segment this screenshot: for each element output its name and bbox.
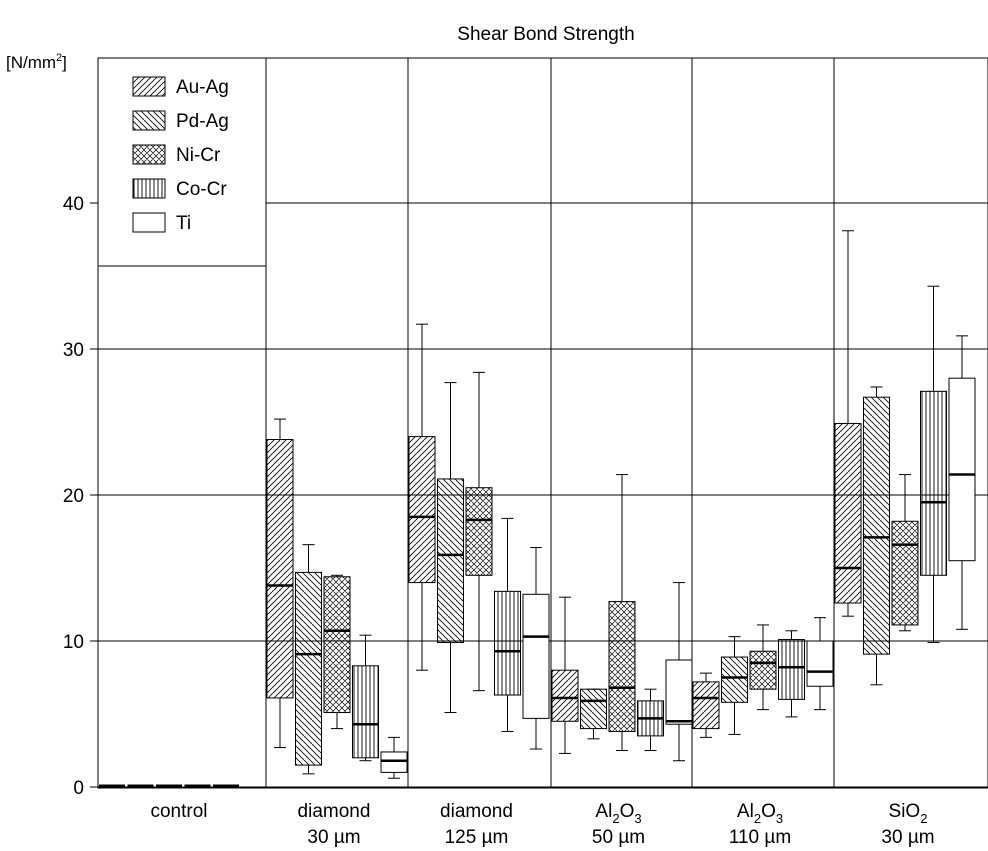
box-body (834, 422, 862, 604)
legend-swatch-pd-ag (132, 110, 166, 131)
box-body (948, 377, 976, 562)
chart-title: Shear Bond Strength (457, 24, 634, 45)
x-group-sublabel-4: 50 µm (592, 827, 645, 848)
box-ti-group6 (948, 335, 976, 630)
box-ni-cr-group6 (891, 474, 919, 632)
box-ti-group2 (380, 736, 408, 779)
box-co-cr-group5 (778, 630, 805, 718)
box-pd-ag-group3 (437, 382, 464, 714)
box-body (920, 390, 947, 576)
box-au-ag-group5 (692, 672, 720, 738)
box-body (522, 593, 550, 719)
legend: Au-Ag Pd-Ag Ni-Cr Co-Cr Ti (97, 57, 267, 267)
x-group-label-1: control (150, 801, 207, 822)
x-group-label-6: SiO2 (889, 801, 928, 826)
box-body (692, 681, 720, 730)
legend-label-pd-ag: Pd-Ag (176, 111, 229, 132)
box-ni-cr-group4 (608, 474, 636, 751)
legend-label-co-cr: Co-Cr (176, 179, 227, 200)
box-pd-ag-group4 (580, 688, 607, 740)
box-body (437, 478, 464, 643)
box-pd-ag-group6 (863, 386, 890, 686)
x-group-label-3: diamond (440, 801, 513, 822)
box-body (891, 520, 919, 626)
box-body (608, 601, 636, 733)
box-co-cr-group6 (920, 285, 947, 643)
x-group-sublabel-2: 30 µm (307, 827, 360, 848)
box-co-cr-group4 (637, 688, 664, 751)
box-body (551, 669, 579, 722)
box-body (806, 640, 834, 687)
box-body (721, 656, 748, 703)
legend-label-ni-cr: Ni-Cr (176, 145, 221, 166)
box-ti-group5 (806, 617, 834, 711)
legend-label-au-ag: Au-Ag (176, 77, 229, 98)
box-body (665, 659, 693, 725)
legend-swatch-ti (132, 212, 166, 233)
x-group-label-4: Al2O3 (595, 801, 641, 826)
box-body (465, 487, 493, 576)
box-body (380, 751, 408, 773)
box-au-ag-group4 (551, 596, 579, 754)
box-body (863, 396, 890, 655)
box-pd-ag-group5 (721, 636, 748, 735)
box-body (295, 571, 322, 766)
box-ti-group3 (522, 547, 550, 750)
box-ti-group4 (665, 582, 693, 762)
box-body (352, 665, 379, 759)
box-co-cr-group3 (494, 517, 521, 733)
box-au-ag-group6 (834, 230, 862, 617)
y-tick-label-30: 30 (63, 340, 84, 361)
box-body (778, 639, 805, 700)
y-axis-label: [N/mm2] (6, 52, 67, 72)
box-body (494, 590, 521, 696)
box-ni-cr-group3 (465, 371, 493, 692)
x-group-sublabel-3: 125 µm (445, 827, 509, 848)
x-group-sublabel-6: 30 µm (881, 827, 934, 848)
y-tick-label-10: 10 (63, 632, 84, 653)
box-ni-cr-group5 (749, 624, 777, 711)
legend-swatch-ni-cr (132, 144, 166, 165)
y-tick-label-40: 40 (63, 194, 84, 215)
box-body (749, 650, 777, 690)
x-group-label-2: diamond (298, 801, 371, 822)
box-au-ag-group2 (266, 418, 294, 749)
box-body (323, 576, 351, 714)
box-co-cr-group2 (352, 634, 379, 762)
box-body (408, 436, 436, 584)
box-body (580, 688, 607, 730)
legend-swatch-co-cr (132, 178, 166, 199)
legend-label-ti: Ti (176, 213, 191, 234)
box-body (266, 439, 294, 699)
legend-box (97, 57, 267, 267)
box-pd-ag-group2 (295, 544, 322, 775)
x-group-sublabel-5: 110 µm (729, 827, 791, 848)
y-tick-label-20: 20 (63, 486, 84, 507)
x-group-label-5: Al2O3 (737, 801, 783, 826)
box-au-ag-group3 (408, 323, 436, 671)
y-tick-label-0: 0 (73, 778, 84, 799)
plot-frame (97, 57, 988, 789)
box-ni-cr-group2 (323, 574, 351, 730)
legend-swatch-au-ag (132, 76, 166, 97)
